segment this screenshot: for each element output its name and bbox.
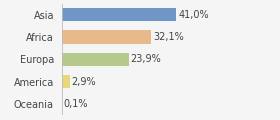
Bar: [62, 75, 70, 88]
Text: 41,0%: 41,0%: [178, 10, 209, 20]
Bar: [62, 8, 176, 21]
Bar: [62, 53, 129, 66]
Bar: [62, 30, 151, 44]
Text: 0,1%: 0,1%: [64, 99, 88, 109]
Text: 23,9%: 23,9%: [130, 54, 161, 64]
Text: 32,1%: 32,1%: [153, 32, 184, 42]
Text: 2,9%: 2,9%: [71, 77, 96, 87]
